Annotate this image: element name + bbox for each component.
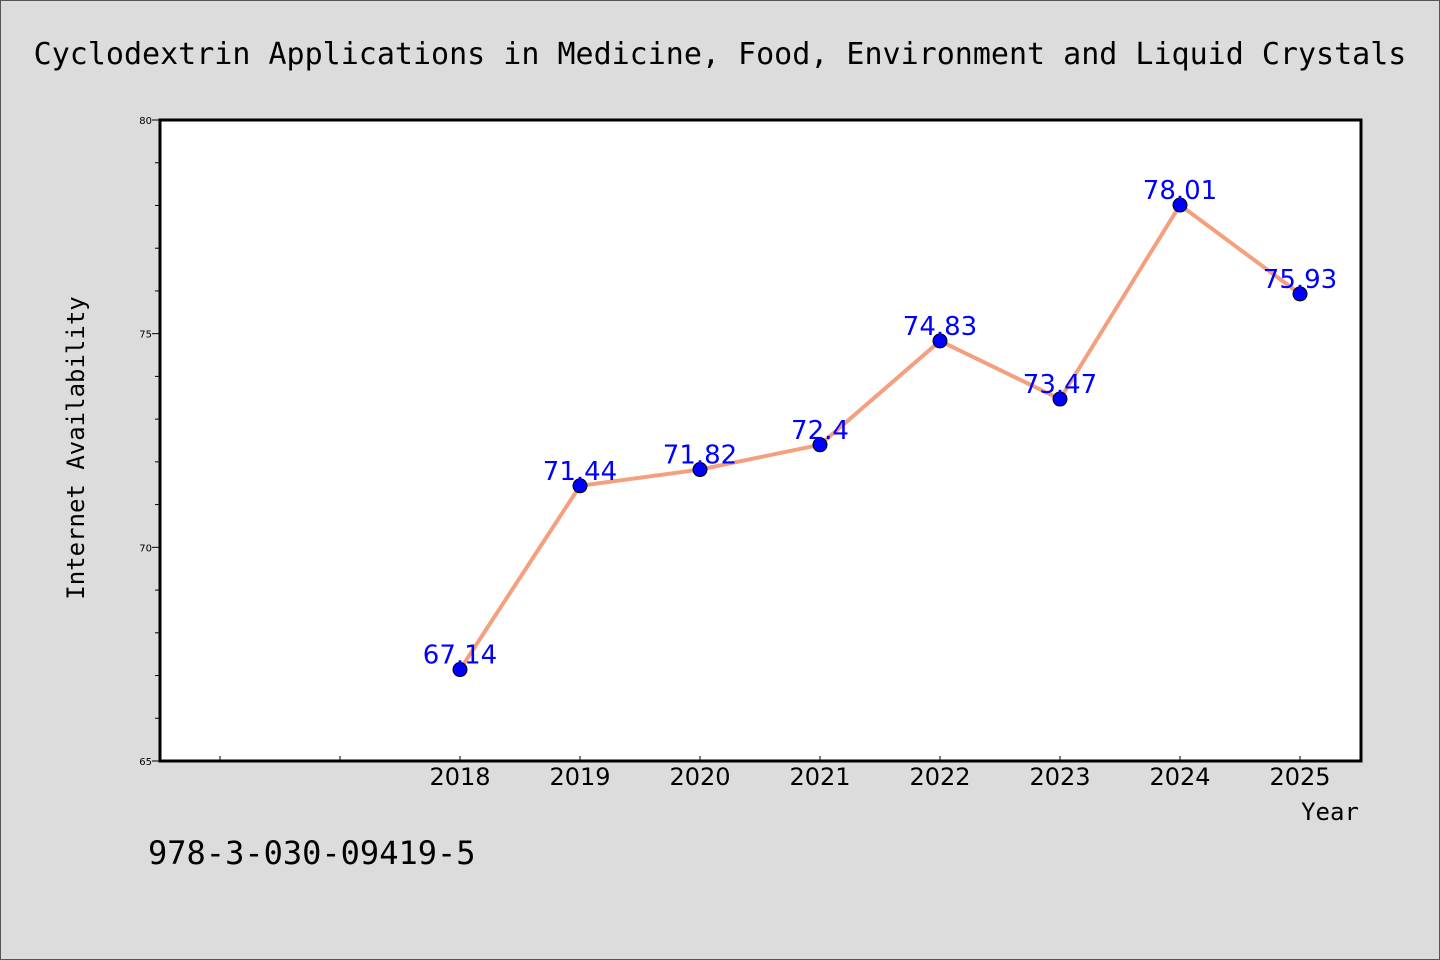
y-tick-label: 70 xyxy=(139,543,152,554)
data-label: 72.4 xyxy=(791,416,849,446)
y-tick-label: 80 xyxy=(139,116,152,127)
data-label: 71.82 xyxy=(663,441,737,471)
data-point xyxy=(572,478,588,494)
series-group: 67.14 71.44 71.82 72.4 74.83 73.47 78.01 75.93 xyxy=(423,176,1337,678)
data-point xyxy=(1172,197,1188,213)
y-axis: 65 70 75 80 xyxy=(139,116,160,768)
x-tick-label: 2018 xyxy=(429,763,490,791)
data-point xyxy=(452,662,468,678)
data-point xyxy=(1292,286,1308,302)
y-axis-label: Internet Availability xyxy=(62,296,90,599)
x-axis-label: Year xyxy=(1301,798,1359,826)
footer-code: 978-3-030-09419-5 xyxy=(148,834,476,872)
data-point xyxy=(1052,391,1068,407)
y-tick-label: 75 xyxy=(139,330,152,341)
chart-title: Cyclodextrin Applications in Medicine, F… xyxy=(34,37,1407,72)
y-tick-label: 65 xyxy=(139,757,152,768)
data-label: 75.93 xyxy=(1263,265,1337,295)
x-tick-label: 2024 xyxy=(1149,763,1210,791)
x-tick-label: 2022 xyxy=(909,763,970,791)
x-tick-label: 2019 xyxy=(549,763,610,791)
data-label: 73.47 xyxy=(1023,370,1097,400)
x-axis: 2018 2019 2020 2021 2022 2023 2024 2025 xyxy=(219,756,1331,791)
x-tick-label: 2020 xyxy=(669,763,730,791)
data-label: 74.83 xyxy=(903,312,977,342)
data-point xyxy=(812,437,828,453)
data-label: 78.01 xyxy=(1143,176,1217,206)
x-tick-label: 2021 xyxy=(789,763,850,791)
data-point xyxy=(932,333,948,349)
x-tick-label: 2025 xyxy=(1269,763,1330,791)
series-line xyxy=(458,203,1302,671)
plot-area xyxy=(158,118,1363,763)
data-label: 67.14 xyxy=(423,641,497,671)
data-point xyxy=(692,462,708,478)
data-label: 71.44 xyxy=(543,457,617,487)
x-tick-label: 2023 xyxy=(1029,763,1090,791)
